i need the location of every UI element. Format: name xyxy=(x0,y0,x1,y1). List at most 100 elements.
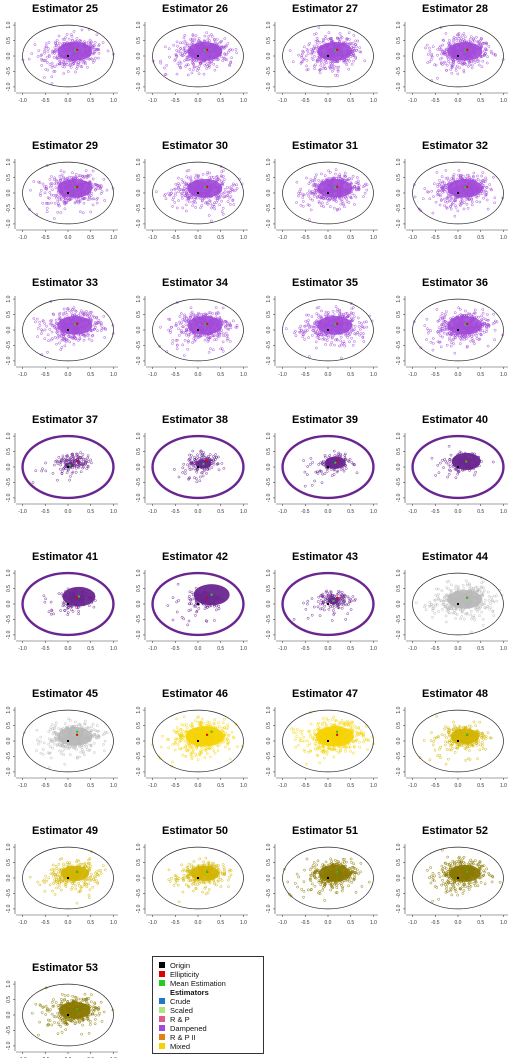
x-tick-label: 1.0 xyxy=(240,509,247,515)
x-tick-label: 1.0 xyxy=(370,235,377,241)
unit-circle xyxy=(412,709,504,773)
x-tick-label: -1.0 xyxy=(278,783,287,789)
estimate-points xyxy=(22,717,109,770)
y-tick-label: -1.0 xyxy=(136,767,142,776)
panel-title: Estimator 45 xyxy=(32,688,98,700)
y-tick-label: 1.0 xyxy=(6,158,12,165)
y-tick-label: -1.0 xyxy=(136,493,142,502)
x-tick-label: 0.5 xyxy=(477,372,484,378)
legend-swatch xyxy=(159,1043,165,1049)
estimate-points xyxy=(154,165,244,223)
unit-circle xyxy=(281,571,375,637)
y-tick-label: -1.0 xyxy=(266,493,272,502)
x-tick-label: 1.0 xyxy=(500,372,507,378)
y-tick-label: -0.5 xyxy=(266,752,272,761)
y-tick-label: -1.0 xyxy=(396,493,402,502)
y-tick-label: -1.0 xyxy=(6,493,12,502)
panel-estimator: Estimator 32 -1.0 -0.5 0.0 0.5 1.0 -1.0 -0.5 0.0… xyxy=(396,140,508,241)
y-tick-label: -1.0 xyxy=(136,82,142,91)
panel-title: Estimator 30 xyxy=(162,140,228,152)
x-tick-label: -0.5 xyxy=(41,646,50,652)
ellipticity-marker xyxy=(76,322,79,325)
x-tick-label: -0.5 xyxy=(301,783,310,789)
y-tick-label: -0.5 xyxy=(6,67,12,76)
x-tick-label: 0.5 xyxy=(217,783,224,789)
mean-marker xyxy=(77,595,80,598)
y-tick-label: 0.0 xyxy=(266,326,272,333)
y-tick-label: -1.0 xyxy=(6,356,12,365)
unit-circle xyxy=(281,434,375,500)
unit-circle xyxy=(412,572,504,636)
y-tick-label: 0.0 xyxy=(396,463,402,470)
y-tick-label: -0.5 xyxy=(266,204,272,213)
legend-item: Mixed xyxy=(159,1041,190,1051)
origin-marker xyxy=(197,740,199,742)
ellipticity-marker xyxy=(76,733,79,736)
y-tick-label: 1.0 xyxy=(6,980,12,987)
y-tick-label: -1.0 xyxy=(396,767,402,776)
y-tick-label: -1.0 xyxy=(136,356,142,365)
y-tick-label: 1.0 xyxy=(396,706,402,713)
x-tick-label: 0.5 xyxy=(347,372,354,378)
ellipticity-marker xyxy=(206,733,209,736)
x-tick-label: -0.5 xyxy=(431,646,440,652)
x-tick-label: -1.0 xyxy=(278,509,287,515)
x-tick-label: -0.5 xyxy=(431,372,440,378)
ellipticity-marker xyxy=(466,185,469,188)
panel-title: Estimator 49 xyxy=(32,825,98,837)
x-tick-label: -1.0 xyxy=(148,783,157,789)
x-tick-label: -0.5 xyxy=(171,783,180,789)
estimate-points xyxy=(32,300,115,356)
mean-marker xyxy=(464,323,467,326)
estimate-points xyxy=(426,848,502,903)
x-tick-label: 0.0 xyxy=(65,372,72,378)
x-tick-label: 1.0 xyxy=(500,783,507,789)
x-tick-label: -1.0 xyxy=(18,235,27,241)
y-tick-label: 0.5 xyxy=(396,448,402,455)
x-tick-label: 0.5 xyxy=(217,920,224,926)
y-tick-label: 1.0 xyxy=(6,432,12,439)
y-tick-label: -1.0 xyxy=(266,82,272,91)
estimate-points xyxy=(31,451,93,484)
x-tick-label: 1.0 xyxy=(240,372,247,378)
x-tick-label: -1.0 xyxy=(18,920,27,926)
x-tick-label: 0.5 xyxy=(217,235,224,241)
ellipticity-marker xyxy=(76,596,79,599)
x-tick-label: -0.5 xyxy=(171,372,180,378)
mean-marker xyxy=(334,461,337,464)
y-tick-label: 0.0 xyxy=(396,874,402,881)
x-tick-label: 0.5 xyxy=(477,920,484,926)
mean-marker xyxy=(210,730,213,733)
y-tick-label: 0.0 xyxy=(136,52,142,59)
estimate-points xyxy=(166,582,223,627)
unit-circle xyxy=(152,709,244,773)
y-tick-label: 0.5 xyxy=(136,37,142,44)
legend-label: Mean Estimation xyxy=(170,978,226,988)
mean-marker xyxy=(76,870,79,873)
ellipticity-marker xyxy=(76,459,79,462)
origin-marker xyxy=(327,55,329,57)
y-tick-label: -0.5 xyxy=(6,341,12,350)
y-tick-label: 0.5 xyxy=(396,859,402,866)
y-tick-label: -0.5 xyxy=(136,889,142,898)
y-tick-label: 1.0 xyxy=(266,706,272,713)
panel-title: Estimator 31 xyxy=(292,140,358,152)
origin-marker xyxy=(457,740,459,742)
panel-estimator: Estimator 41 -1.0 -0.5 0.0 0.5 1.0 -1.0 -0.5 0.0… xyxy=(6,551,118,652)
x-tick-label: 1.0 xyxy=(110,646,117,652)
x-tick-label: -1.0 xyxy=(278,98,287,104)
panel-title: Estimator 40 xyxy=(422,414,488,426)
x-tick-label: 0.5 xyxy=(87,509,94,515)
x-tick-label: 0.0 xyxy=(325,509,332,515)
y-tick-label: 0.0 xyxy=(396,737,402,744)
mean-marker xyxy=(466,596,469,599)
x-tick-label: -1.0 xyxy=(278,920,287,926)
mean-marker xyxy=(76,1007,79,1010)
legend-label: Estimators xyxy=(170,987,209,997)
mean-marker xyxy=(76,730,79,733)
y-tick-label: -1.0 xyxy=(6,1041,12,1050)
y-tick-label: -1.0 xyxy=(136,219,142,228)
y-tick-label: 1.0 xyxy=(396,432,402,439)
y-tick-label: -0.5 xyxy=(266,341,272,350)
y-tick-label: 0.0 xyxy=(6,463,12,470)
